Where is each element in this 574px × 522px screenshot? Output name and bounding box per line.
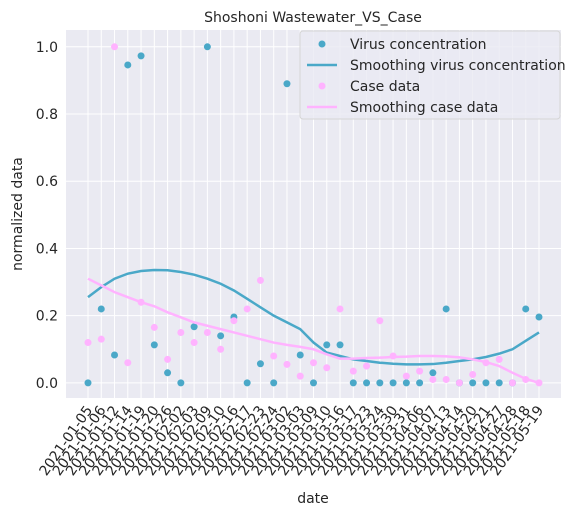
y-tick-label: 0.6 — [36, 174, 58, 190]
data-point — [124, 61, 132, 69]
data-point — [243, 305, 251, 313]
data-point — [429, 376, 437, 384]
data-point — [230, 317, 238, 325]
data-point — [283, 360, 291, 368]
data-point — [190, 339, 198, 347]
data-point — [469, 379, 477, 387]
data-point — [363, 362, 371, 370]
data-point — [150, 341, 158, 349]
data-point — [296, 372, 304, 380]
data-point — [455, 379, 463, 387]
legend-marker — [318, 40, 326, 48]
data-point — [97, 305, 105, 313]
data-point — [296, 351, 304, 359]
data-point — [137, 52, 145, 60]
data-point — [243, 379, 251, 387]
data-point — [469, 370, 477, 378]
smoothing-line — [87, 277, 540, 385]
data-point — [442, 376, 450, 384]
data-point — [508, 379, 516, 387]
data-point — [150, 323, 158, 331]
y-tick-label: 0.2 — [36, 309, 58, 325]
data-point — [270, 352, 278, 360]
data-point — [256, 276, 264, 284]
data-point — [416, 379, 424, 387]
x-axis-label: date — [297, 491, 329, 507]
data-point — [349, 379, 357, 387]
data-point — [217, 332, 225, 340]
data-point — [177, 328, 185, 336]
data-point — [376, 317, 384, 325]
legend: Virus concentration Smoothing virus conce… — [299, 30, 566, 120]
data-point — [84, 379, 92, 387]
data-point — [402, 379, 410, 387]
data-point — [203, 328, 211, 336]
data-point — [363, 379, 371, 387]
data-point — [429, 369, 437, 377]
data-point — [336, 341, 344, 349]
legend-marker — [318, 82, 326, 90]
data-point — [402, 372, 410, 380]
data-point — [442, 305, 450, 313]
data-point — [97, 335, 105, 343]
data-point — [535, 313, 543, 321]
data-point — [177, 379, 185, 387]
data-point — [111, 351, 119, 359]
data-point — [164, 369, 172, 377]
data-point — [217, 345, 225, 353]
data-point — [389, 379, 397, 387]
legend-label: Case data — [350, 79, 420, 95]
data-point — [495, 355, 503, 363]
data-point — [416, 367, 424, 375]
data-point — [310, 359, 317, 367]
data-point — [190, 323, 198, 331]
smoothing-line — [87, 268, 540, 366]
data-point — [482, 379, 490, 387]
y-tick-label: 0.8 — [36, 107, 58, 123]
y-tick-label: 0.4 — [36, 241, 58, 257]
chart-title: Shoshoni Wastewater_VS_Case — [204, 10, 422, 26]
legend-label: Virus concentration — [350, 37, 487, 53]
data-point — [270, 379, 278, 387]
data-point — [203, 43, 211, 51]
legend-label: Smoothing virus concentration — [350, 58, 566, 74]
data-point — [310, 379, 317, 387]
data-point — [522, 305, 530, 313]
data-point — [336, 305, 344, 313]
data-point — [111, 43, 119, 51]
y-tick-label: 0.0 — [36, 376, 58, 392]
data-point — [323, 341, 331, 349]
data-point — [164, 355, 172, 363]
y-tick-label: 1.0 — [36, 40, 58, 56]
data-point — [349, 367, 357, 375]
data-point — [283, 80, 291, 88]
y-axis-label: normalized data — [10, 157, 26, 271]
legend-label: Smoothing case data — [350, 100, 498, 116]
data-point — [84, 339, 92, 347]
legend-box — [299, 30, 561, 120]
data-point — [323, 364, 331, 372]
data-point — [124, 359, 132, 367]
data-point — [256, 360, 264, 368]
data-point — [376, 379, 384, 387]
data-point — [495, 379, 503, 387]
